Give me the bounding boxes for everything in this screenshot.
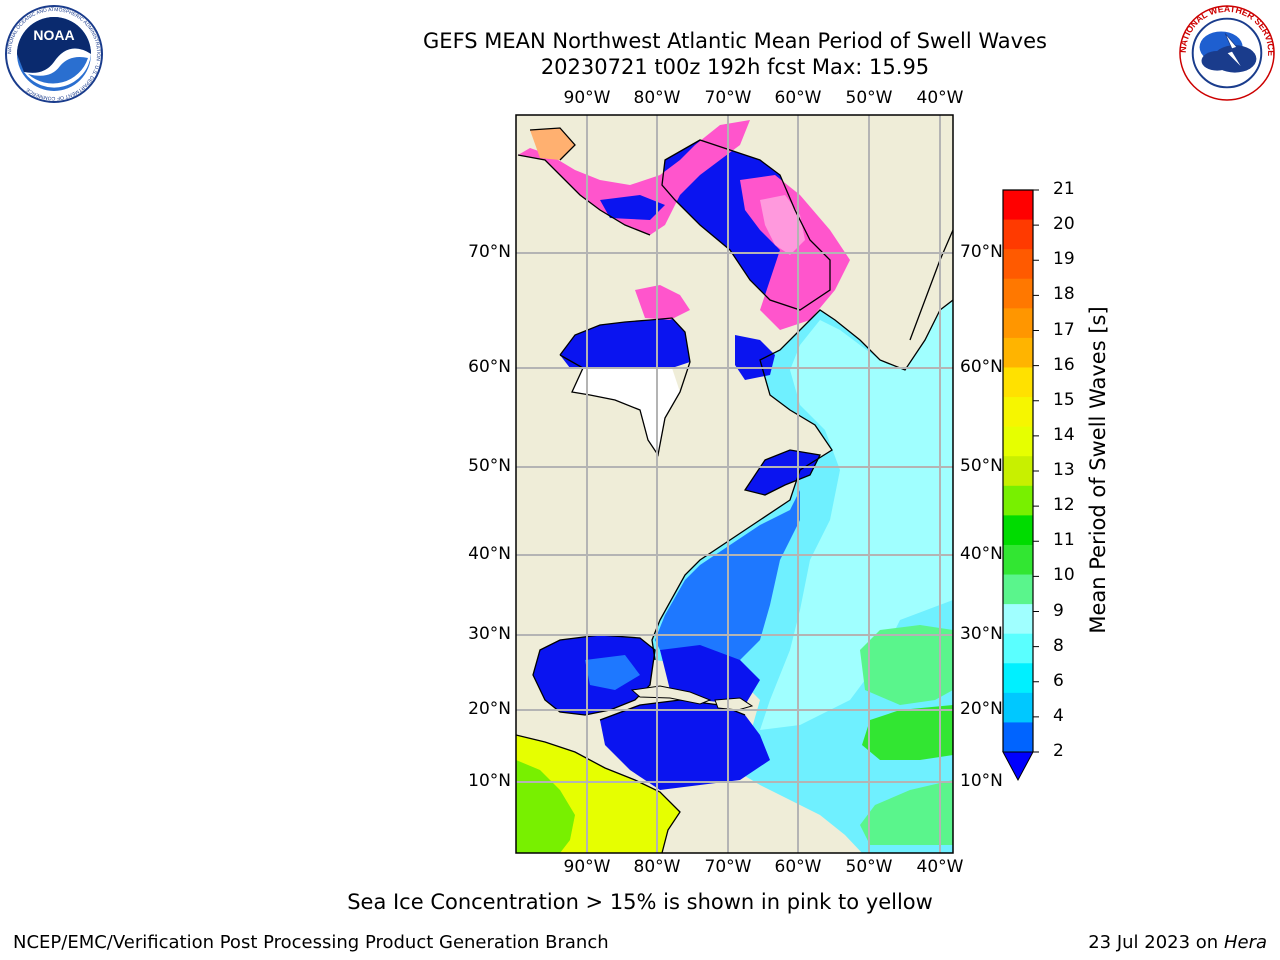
lon-label-top-70w: 70°W bbox=[704, 88, 752, 108]
lon-label-top-50w: 50°W bbox=[845, 88, 893, 108]
sea-ice-arctic bbox=[518, 120, 750, 235]
colorbar-segment bbox=[1003, 190, 1033, 221]
sea-ice-orange bbox=[530, 128, 575, 160]
sea-ice-foxe bbox=[635, 285, 690, 320]
colorbar-tick-label: 18 bbox=[1053, 284, 1075, 305]
colorbar-tick-label: 2 bbox=[1053, 741, 1064, 761]
gulf-st-lawrence bbox=[745, 450, 820, 495]
graticule bbox=[516, 115, 953, 853]
colorbar-segment bbox=[1003, 515, 1033, 546]
colorbar-segment bbox=[1003, 633, 1033, 664]
colorbar-segment bbox=[1003, 456, 1033, 487]
caribbean-islands bbox=[630, 685, 754, 711]
foxe-basin-blue bbox=[600, 195, 665, 220]
colorbar-tick-label: 6 bbox=[1053, 670, 1064, 691]
lon-label-top-90w: 90°W bbox=[563, 88, 611, 108]
james-bay-land bbox=[572, 368, 680, 455]
colorbar-tick-label: 9 bbox=[1053, 600, 1064, 621]
lat-label-right-40n: 40°N bbox=[960, 544, 1003, 564]
colorbar-segment bbox=[1003, 426, 1033, 457]
lat-label-left-70n: 70°N bbox=[468, 242, 511, 262]
lat-label-right-10n: 10°N bbox=[960, 771, 1003, 791]
lat-label-left-50n: 50°N bbox=[468, 456, 511, 476]
colorbar-segment bbox=[1003, 367, 1033, 398]
lon-label-bottom-50w: 50°W bbox=[845, 857, 893, 877]
colorbar-tick-label: 17 bbox=[1053, 319, 1075, 340]
southern-green bbox=[860, 780, 953, 845]
colorbar-tick-label: 11 bbox=[1053, 530, 1075, 551]
lon-label-bottom-70w: 70°W bbox=[704, 857, 752, 877]
map-title: GEFS MEAN Northwest Atlantic Mean Period… bbox=[423, 29, 1047, 53]
footer-date: 23 Jul 2023 on Hera bbox=[1088, 932, 1267, 953]
colorbar-tick-label: 4 bbox=[1053, 705, 1064, 726]
colorbar-segment bbox=[1003, 485, 1033, 516]
lat-label-left-60n: 60°N bbox=[468, 357, 511, 377]
colorbar-tick-label: 15 bbox=[1053, 389, 1075, 410]
lat-label-left-30n: 30°N bbox=[468, 624, 511, 644]
colorbar-segment bbox=[1003, 544, 1033, 576]
lat-label-left-20n: 20°N bbox=[468, 699, 511, 719]
footer-producer: NCEP/EMC/Verification Post Processing Pr… bbox=[13, 932, 609, 953]
colorbar-tick-label: 8 bbox=[1053, 635, 1064, 656]
bahamas-blue bbox=[660, 645, 760, 705]
svg-text:NOAA: NOAA bbox=[33, 27, 74, 43]
lat-label-right-30n: 30°N bbox=[960, 624, 1003, 644]
south-america-green bbox=[516, 760, 575, 853]
colorbar-segment bbox=[1003, 692, 1033, 723]
map-frame bbox=[515, 114, 954, 854]
colorbar-tick-label: 13 bbox=[1053, 460, 1075, 480]
nws-logo: NATIONAL WEATHER SERVICE bbox=[1178, 4, 1276, 101]
mid-atlantic-green bbox=[860, 625, 953, 705]
colorbar-tick-label: 21 bbox=[1053, 179, 1075, 199]
colorbar-segment bbox=[1003, 219, 1033, 250]
lat-label-right-60n: 60°N bbox=[960, 357, 1003, 377]
colorbar-segment bbox=[1003, 574, 1033, 605]
sea-ice-note: Sea Ice Concentration > 15% is shown in … bbox=[347, 890, 933, 914]
lon-label-top-80w: 80°W bbox=[633, 88, 681, 108]
lon-label-bottom-80w: 80°W bbox=[633, 857, 681, 877]
lat-label-right-50n: 50°N bbox=[960, 456, 1003, 476]
lat-label-left-40n: 40°N bbox=[468, 544, 511, 564]
lon-label-bottom-40w: 40°W bbox=[916, 857, 964, 877]
footer-machine: Hera bbox=[1223, 932, 1267, 953]
colorbar-segment bbox=[1003, 278, 1033, 309]
lat-label-left-10n: 10°N bbox=[468, 771, 511, 791]
colorbar-segment bbox=[1003, 722, 1033, 753]
colorbar-segment bbox=[1003, 397, 1033, 428]
lat-label-right-70n: 70°N bbox=[960, 242, 1003, 262]
map-subtitle: 20230721 t00z 192h fcst Max: 15.95 bbox=[540, 55, 930, 79]
lon-label-bottom-90w: 90°W bbox=[563, 857, 611, 877]
sea-ice-baffin-core bbox=[760, 195, 805, 255]
colorbar-tick-label: 14 bbox=[1053, 424, 1075, 445]
footer-date-text: 23 Jul 2023 on bbox=[1088, 932, 1224, 953]
lon-label-top-40w: 40°W bbox=[916, 88, 964, 108]
noaa-logo: NOAA NATIONAL OCEANIC AND ATMOSPHERIC AD… bbox=[5, 5, 103, 103]
colorbar-extend-arrow bbox=[1002, 751, 1034, 782]
colorbar-tick-label: 10 bbox=[1053, 565, 1075, 586]
colorbar-segment bbox=[1003, 337, 1033, 368]
lat-label-right-20n: 20°N bbox=[960, 699, 1003, 719]
colorbar-segment bbox=[1003, 249, 1033, 280]
lon-label-bottom-60w: 60°W bbox=[774, 857, 822, 877]
lon-label-top-60w: 60°W bbox=[774, 88, 822, 108]
colorbar-segment bbox=[1003, 308, 1033, 339]
colorbar-label: Mean Period of Swell Waves [s] bbox=[1086, 306, 1110, 634]
colorbar-tick-label: 12 bbox=[1053, 495, 1075, 516]
colorbar-segment bbox=[1003, 663, 1033, 694]
map-field bbox=[516, 115, 953, 853]
gulf-patch bbox=[585, 655, 640, 690]
tropical-green bbox=[862, 705, 953, 760]
open-ocean-light bbox=[760, 300, 953, 730]
colorbar-tick-label: 20 bbox=[1053, 214, 1075, 235]
colorbar-tick-label: 19 bbox=[1053, 249, 1075, 270]
colorbar-segment bbox=[1003, 604, 1033, 635]
colorbar-tick-label: 16 bbox=[1053, 354, 1075, 375]
colorbar bbox=[1002, 189, 1039, 782]
